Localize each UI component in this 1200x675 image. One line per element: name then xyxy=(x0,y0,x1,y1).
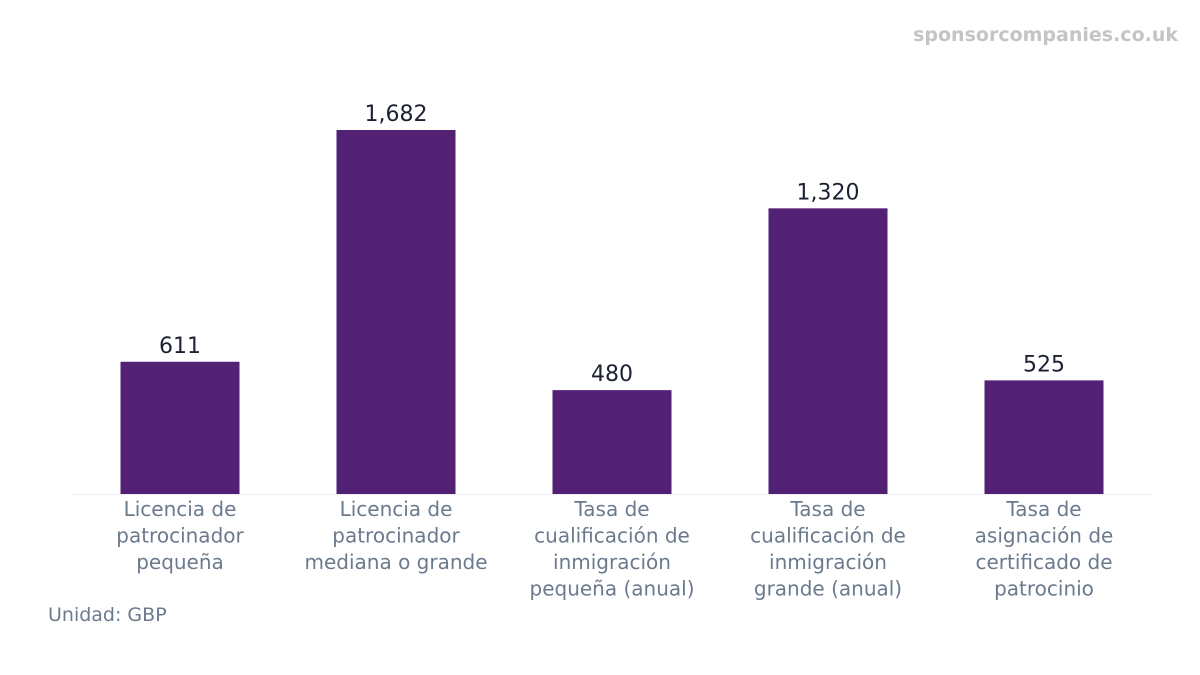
x-tick-label-3: Tasa de cualificación de inmigración pequeñ… xyxy=(530,497,695,601)
x-tick-label-1: Licencia de patrocinador pequeña xyxy=(116,497,244,574)
bar-2 xyxy=(336,130,456,494)
bar-4 xyxy=(768,208,888,494)
bar-1 xyxy=(120,361,240,494)
watermark: sponsorcompanies.co.uk xyxy=(913,24,1178,46)
value-label-2: 1,682 xyxy=(365,102,428,127)
unit-note: Unidad: GBP xyxy=(48,604,167,626)
x-tick-label-5: Tasa de asignación de certificado de patroc… xyxy=(975,497,1114,601)
x-tick-label-4: Tasa de cualificación de inmigración grande… xyxy=(750,497,906,601)
bar-5 xyxy=(984,380,1104,494)
x-tick-labels-group: Licencia de patrocinador pequeña Licencia d… xyxy=(116,497,1113,601)
bar-3 xyxy=(552,390,672,494)
value-label-4: 1,320 xyxy=(797,180,860,205)
x-tick-label-2: Licencia de patrocinador mediana o grande xyxy=(304,497,487,574)
value-label-3: 480 xyxy=(591,362,633,387)
value-labels-group: 611 1,682 480 1,320 525 xyxy=(159,102,1065,387)
value-label-5: 525 xyxy=(1023,352,1065,377)
value-label-1: 611 xyxy=(159,334,201,359)
bars-group xyxy=(120,130,1104,494)
